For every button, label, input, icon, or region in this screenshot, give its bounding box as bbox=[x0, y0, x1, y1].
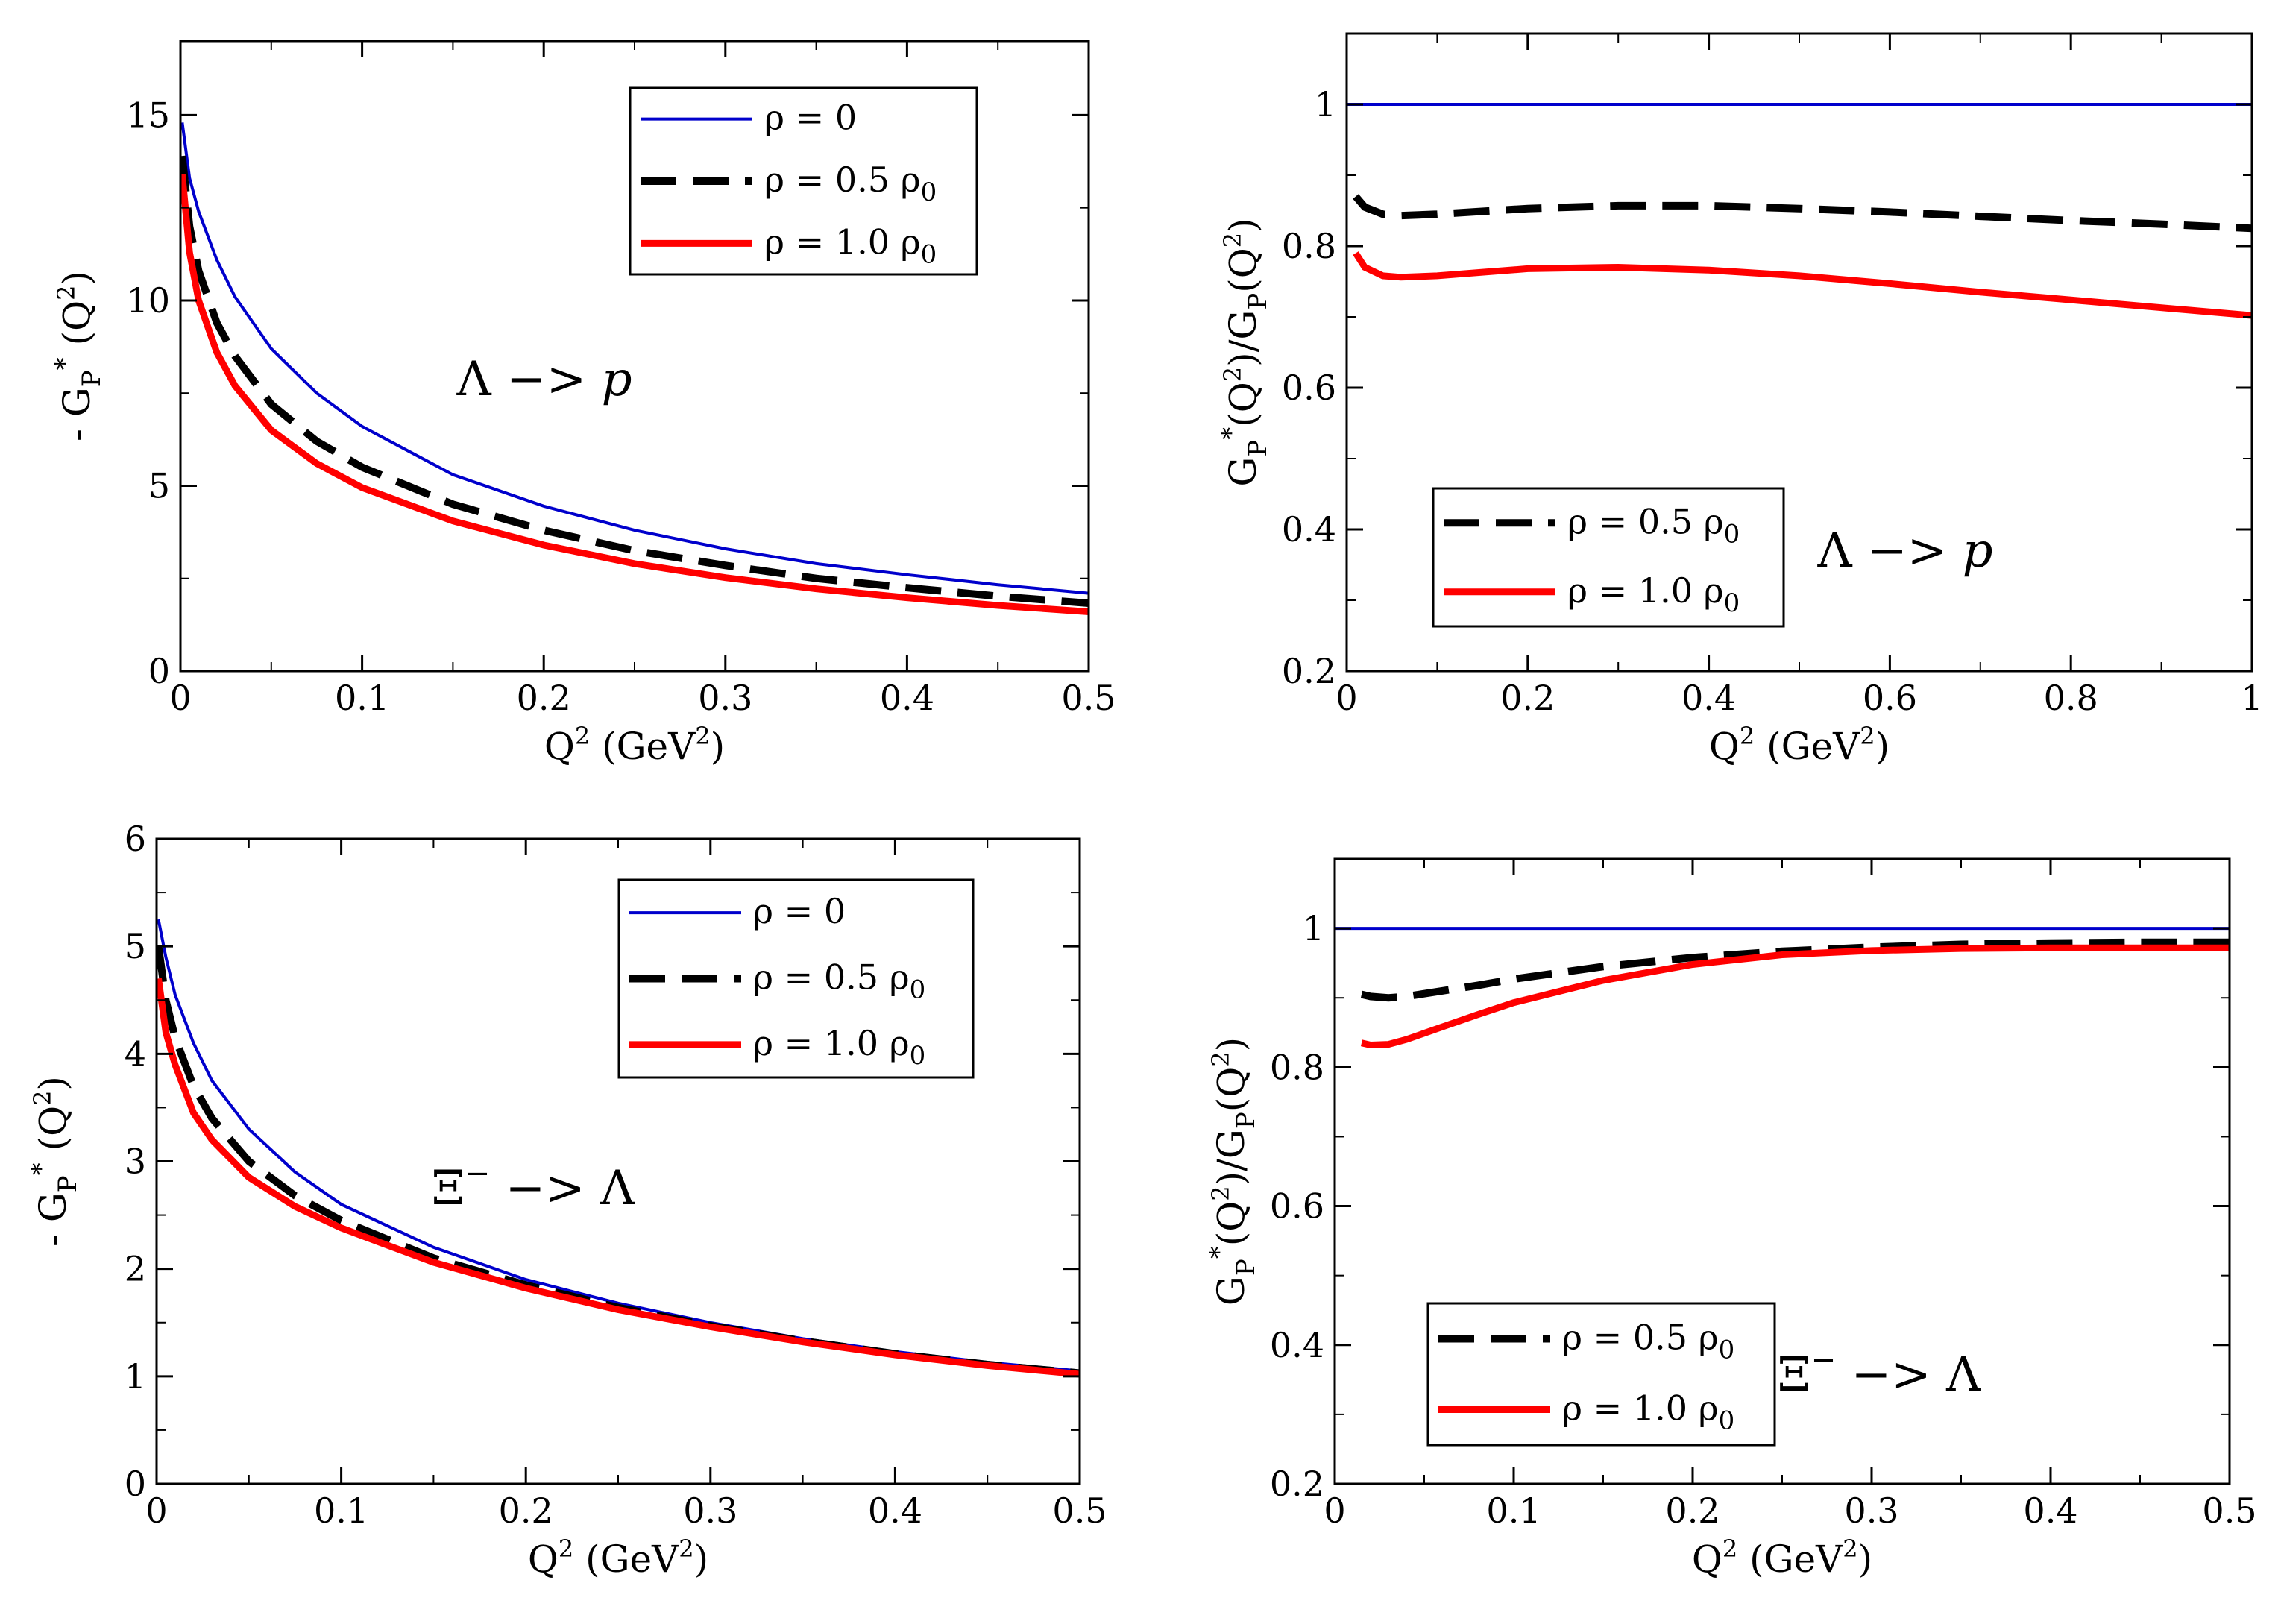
legend: ρ = 0 ρ = 0.5 ρ0 ρ = 1.0 ρ0 bbox=[617, 878, 975, 1079]
series-line-0 bbox=[180, 122, 1089, 595]
legend: ρ = 0 ρ = 0.5 ρ0 ρ = 1.0 ρ0 bbox=[629, 86, 978, 276]
legend-label-0: ρ = 0.5 ρ0 bbox=[1567, 501, 1740, 549]
y-tick-label: 1 bbox=[1303, 908, 1324, 948]
chart-panel-bottom-left: 0 0.1 0.2 0.3 0.4 0.5 0 1 2 3 4 5 6 Q2 (GeV2) - GP* (Q… bbox=[26, 819, 1107, 1581]
legend-label-1: ρ = 1.0 ρ0 bbox=[1562, 1388, 1734, 1436]
svg-text:- GP* (Q2): - GP* (Q2) bbox=[26, 1076, 83, 1247]
legend-label-2: ρ = 1.0 ρ0 bbox=[753, 1023, 925, 1071]
x-tick-label: 0.1 bbox=[314, 1491, 368, 1531]
annotation-label: Ξ− −> Λ bbox=[1778, 1343, 1981, 1403]
y-tick-label: 6 bbox=[125, 819, 146, 859]
series-group bbox=[1335, 927, 2230, 1049]
series-line-1 bbox=[1353, 194, 2252, 233]
x-tick-label: 0.2 bbox=[1500, 678, 1555, 718]
x-tick-label: 0.2 bbox=[499, 1491, 553, 1531]
svg-text:GP*(Q2)/GP(Q2): GP*(Q2)/GP(Q2) bbox=[1204, 1037, 1261, 1306]
x-tick-label: 0.3 bbox=[1844, 1491, 1898, 1531]
annotation-label: Ξ− −> Λ bbox=[432, 1156, 635, 1216]
x-tick-label: 0.1 bbox=[335, 678, 389, 718]
y-tick-label: 0.6 bbox=[1282, 368, 1336, 408]
x-tick-label: 0.3 bbox=[698, 678, 752, 718]
series-line-2 bbox=[157, 978, 1080, 1378]
x-tick-label: 0.6 bbox=[1863, 678, 1917, 718]
legend-label-0: ρ = 0 bbox=[764, 98, 857, 138]
chart-panel-top-left: 0 0.1 0.2 0.3 0.4 0.5 0 5 10 15 Q2 (GeV2) - GP* (Q2… bbox=[50, 40, 1116, 768]
svg-text:- GP* (Q2): - GP* (Q2) bbox=[50, 271, 107, 441]
y-tick-label: 0.6 bbox=[1270, 1186, 1324, 1227]
x-tick-label: 0.4 bbox=[868, 1491, 922, 1531]
x-tick-label: 0.1 bbox=[1486, 1491, 1541, 1531]
y-tick-label: 0.2 bbox=[1282, 651, 1336, 691]
x-tick-label: 0.8 bbox=[2044, 678, 2098, 718]
series-line-1 bbox=[1360, 938, 2230, 1002]
y-tick-label: 0.8 bbox=[1270, 1047, 1324, 1087]
y-tick-label: 0.4 bbox=[1270, 1325, 1324, 1365]
series-line-2 bbox=[1353, 251, 2252, 319]
series-line-2 bbox=[1360, 944, 2230, 1049]
x-tick-label: 0 bbox=[1335, 678, 1357, 718]
legend-box bbox=[1432, 487, 1785, 628]
y-tick-label: 2 bbox=[125, 1249, 146, 1289]
y-tick-label: 0.2 bbox=[1270, 1464, 1324, 1504]
x-tick-label: 0.5 bbox=[2202, 1491, 2256, 1531]
chart-panel-bottom-right: 0 0.1 0.2 0.3 0.4 0.5 0.2 0.4 0.6 0.8 1 Q2 (GeV2) GP… bbox=[1204, 857, 2257, 1581]
series-line-1 bbox=[180, 155, 1089, 607]
y-tick-label: 5 bbox=[125, 926, 146, 966]
x-tick-label: 0.4 bbox=[2023, 1491, 2077, 1531]
y-tick-label: 0 bbox=[148, 651, 170, 691]
x-tick-label: 0 bbox=[169, 678, 191, 718]
y-tick-label: 5 bbox=[148, 465, 170, 506]
series-group bbox=[157, 919, 1080, 1378]
legend-label-1: ρ = 0.5 ρ0 bbox=[753, 957, 925, 1005]
legend-label-0: ρ = 0 bbox=[753, 891, 846, 931]
y-tick-label: 4 bbox=[125, 1033, 146, 1074]
x-axis-label: Q2 (GeV2) bbox=[1692, 1535, 1872, 1581]
series-group bbox=[180, 122, 1089, 615]
y-tick-label: 10 bbox=[126, 280, 170, 321]
x-axis-label: Q2 (GeV2) bbox=[528, 1535, 708, 1581]
y-tick-label: 1 bbox=[1315, 84, 1336, 125]
x-tick-label: 0 bbox=[145, 1491, 167, 1531]
y-axis-label: GP*(Q2)/GP(Q2) bbox=[1204, 1037, 1261, 1306]
x-axis-label: Q2 (GeV2) bbox=[1709, 722, 1890, 768]
x-tick-label: 0 bbox=[1324, 1491, 1345, 1531]
annotation-label: Λ −> p bbox=[1816, 523, 1992, 579]
y-tick-label: 3 bbox=[125, 1142, 146, 1182]
legend: ρ = 0.5 ρ0 ρ = 1.0 ρ0 bbox=[1432, 487, 1785, 628]
x-tick-label: 0.5 bbox=[1052, 1491, 1107, 1531]
y-tick-label: 1 bbox=[125, 1356, 146, 1397]
y-axis-label: - GP* (Q2) bbox=[50, 271, 107, 441]
series-group bbox=[1347, 103, 2252, 319]
y-tick-label: 0.4 bbox=[1282, 509, 1336, 550]
legend-box bbox=[1426, 1302, 1776, 1447]
legend: ρ = 0.5 ρ0 ρ = 1.0 ρ0 bbox=[1426, 1302, 1776, 1447]
x-tick-label: 1 bbox=[2241, 678, 2262, 718]
series-line-1 bbox=[157, 945, 1080, 1377]
y-axis-label: GP*(Q2)/GP(Q2) bbox=[1216, 218, 1273, 486]
legend-label-2: ρ = 1.0 ρ0 bbox=[764, 221, 937, 269]
x-tick-label: 0.3 bbox=[683, 1491, 737, 1531]
legend-label-0: ρ = 0.5 ρ0 bbox=[1562, 1318, 1734, 1365]
y-tick-label: 0 bbox=[125, 1464, 146, 1504]
annotation-label: Λ −> p bbox=[456, 352, 632, 407]
x-tick-label: 0.4 bbox=[1681, 678, 1736, 718]
y-tick-label: 0.8 bbox=[1282, 226, 1336, 266]
series-line-2 bbox=[180, 174, 1089, 615]
svg-text:GP*(Q2)/GP(Q2): GP*(Q2)/GP(Q2) bbox=[1216, 218, 1273, 486]
y-tick-label: 15 bbox=[126, 95, 170, 135]
x-tick-label: 0.2 bbox=[1665, 1491, 1720, 1531]
x-tick-label: 0.4 bbox=[880, 678, 934, 718]
y-axis-label: - GP* (Q2) bbox=[26, 1076, 83, 1247]
x-tick-label: 0.2 bbox=[517, 678, 571, 718]
legend-label-1: ρ = 0.5 ρ0 bbox=[764, 160, 937, 207]
legend-label-1: ρ = 1.0 ρ0 bbox=[1567, 570, 1740, 618]
x-tick-label: 0.5 bbox=[1061, 678, 1116, 718]
x-axis-label: Q2 (GeV2) bbox=[544, 722, 725, 768]
